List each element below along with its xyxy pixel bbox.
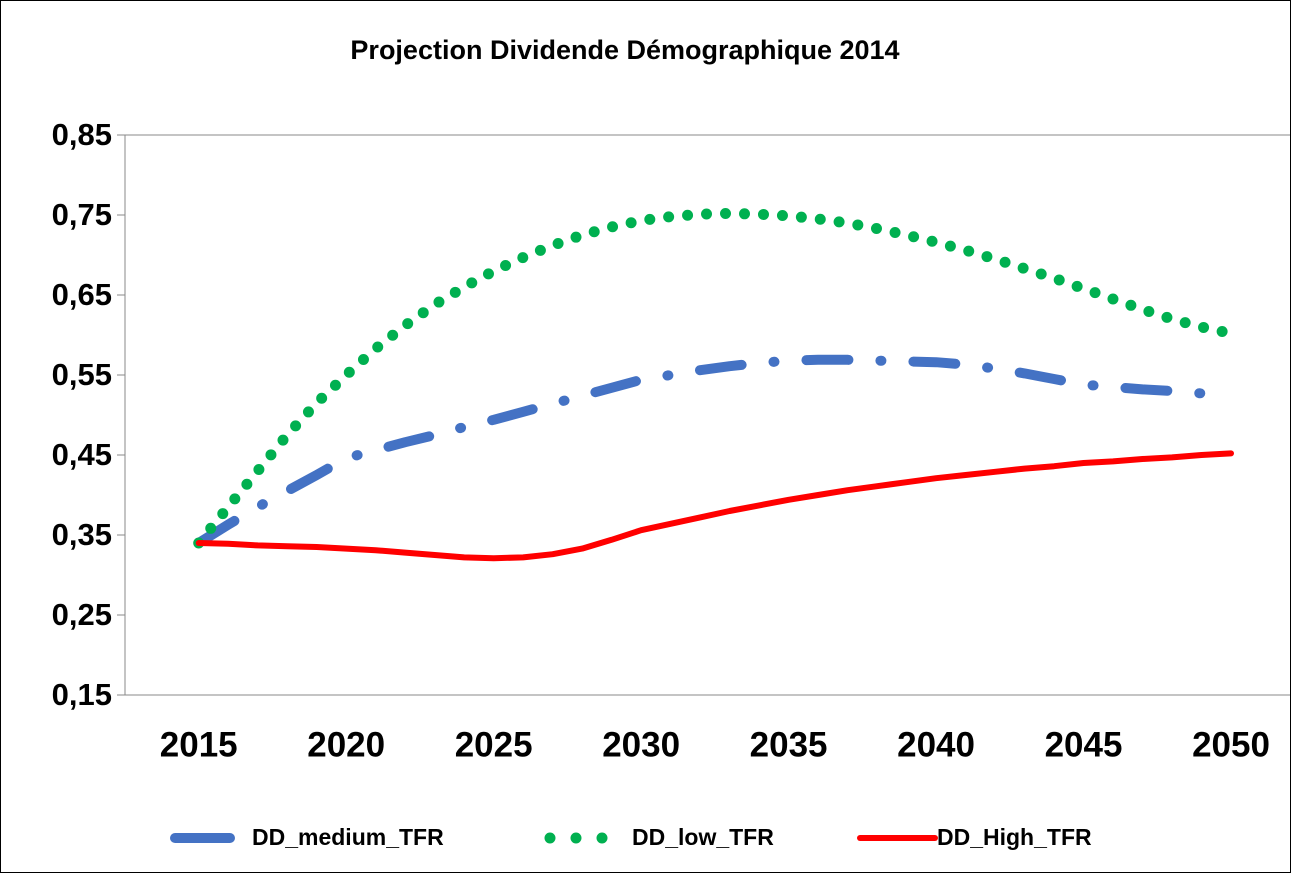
series-line bbox=[195, 450, 1234, 562]
x-tick-label: 2040 bbox=[897, 725, 975, 764]
x-tick-label: 2025 bbox=[455, 725, 533, 764]
y-tick-label: 0,75 bbox=[52, 197, 112, 232]
y-tick-label: 0,45 bbox=[52, 437, 112, 472]
y-tick-label: 0,85 bbox=[52, 117, 112, 152]
x-tick-label: 2020 bbox=[307, 725, 385, 764]
legend-label: DD_medium_TFR bbox=[252, 824, 444, 850]
chart-title: Projection Dividende Démographique 2014 bbox=[350, 35, 899, 65]
legend-label: DD_low_TFR bbox=[632, 824, 774, 850]
y-tick-label: 0,25 bbox=[52, 597, 112, 632]
x-tick-label: 2015 bbox=[160, 725, 238, 764]
x-tick-label: 2035 bbox=[750, 725, 828, 764]
x-tick-label: 2030 bbox=[602, 725, 680, 764]
y-tick-label: 0,55 bbox=[52, 357, 112, 392]
y-tick-label: 0,65 bbox=[52, 277, 112, 312]
series-line bbox=[193, 354, 1236, 548]
y-tick-label: 0,15 bbox=[52, 677, 112, 712]
x-tick-label: 2050 bbox=[1192, 725, 1270, 764]
legend-label: DD_High_TFR bbox=[937, 824, 1092, 850]
y-tick-label: 0,35 bbox=[52, 517, 112, 552]
series-line bbox=[193, 207, 1237, 549]
x-tick-label: 2045 bbox=[1045, 725, 1123, 764]
